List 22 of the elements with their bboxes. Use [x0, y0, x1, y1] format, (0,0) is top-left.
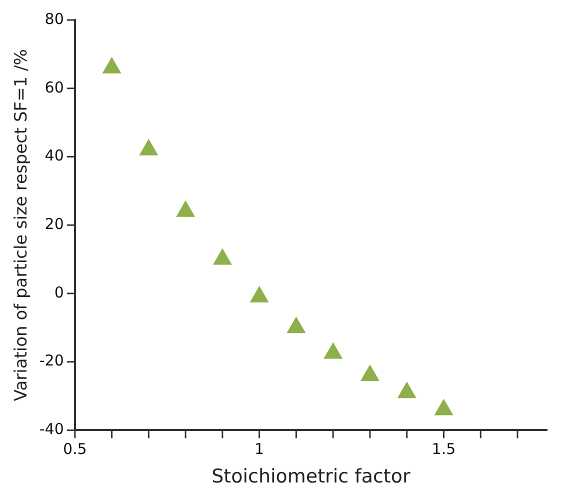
- point: [398, 382, 416, 398]
- point: [360, 365, 380, 382]
- point: [287, 317, 306, 334]
- x-axis-title: Stoichiometric factor: [212, 466, 410, 488]
- y-tick-label: -40: [39, 420, 64, 438]
- y-tick-label: 60: [44, 78, 64, 96]
- y-tick-label: 0: [54, 283, 64, 302]
- point: [213, 248, 232, 265]
- point: [250, 286, 268, 302]
- y-tick-label: 80: [44, 10, 64, 28]
- point: [176, 200, 195, 217]
- x-tick-label: 1.5: [432, 440, 456, 458]
- y-axis-title: Variation of particle size respect SF=1 /%: [12, 49, 32, 402]
- point: [324, 342, 342, 359]
- y-tick-label: 20: [44, 214, 64, 233]
- point: [140, 139, 158, 156]
- x-tick-label: 1: [254, 440, 264, 458]
- point: [434, 399, 453, 416]
- point: [102, 57, 121, 74]
- y-tick-label: 40: [44, 146, 64, 165]
- y-tick-label: -20: [39, 352, 64, 370]
- x-tick-label: 0.5: [62, 440, 87, 458]
